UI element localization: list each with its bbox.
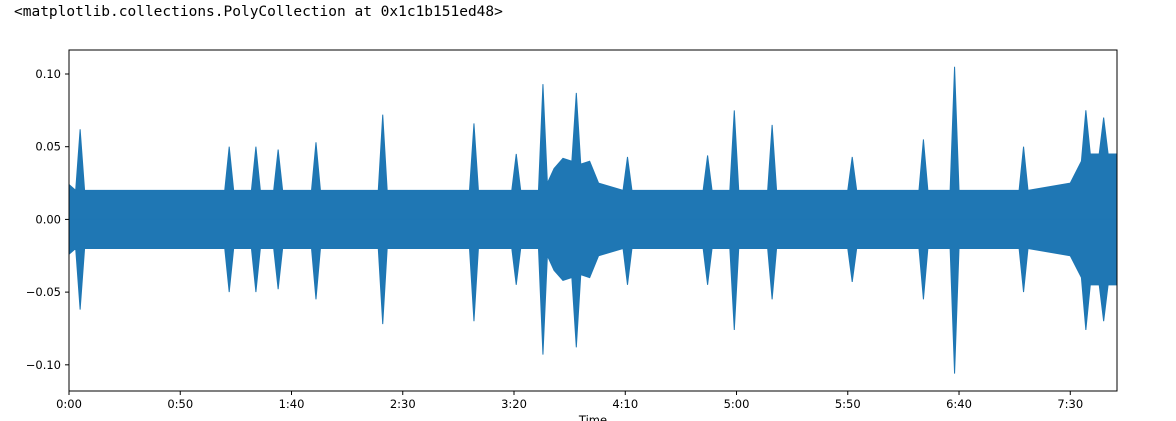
x-tick-label: 1:40	[279, 397, 305, 411]
waveform-area	[68, 66, 1118, 220]
x-tick-label: 3:20	[501, 397, 527, 411]
waveform-area	[68, 218, 1118, 374]
x-tick-label: 7:30	[1057, 397, 1083, 411]
x-tick-label: 5:00	[724, 397, 750, 411]
y-tick-label: 0.05	[35, 140, 61, 154]
x-tick-label: 4:10	[612, 397, 638, 411]
axes-frame	[68, 49, 1118, 392]
y-tick-label: −0.10	[26, 358, 61, 372]
x-tick-label: 0:00	[56, 397, 82, 411]
x-tick-label: 0:50	[167, 397, 193, 411]
output-text: <matplotlib.collections.PolyCollection a…	[14, 4, 503, 20]
y-tick-label: −0.05	[26, 285, 61, 299]
y-tick-label: 0.00	[35, 212, 61, 226]
x-axis-label: Time	[578, 413, 607, 421]
x-tick-label: 5:50	[835, 397, 861, 411]
x-tick-label: 6:40	[946, 397, 972, 411]
y-tick-label: 0.10	[35, 67, 61, 81]
x-tick-label: 2:30	[390, 397, 416, 411]
